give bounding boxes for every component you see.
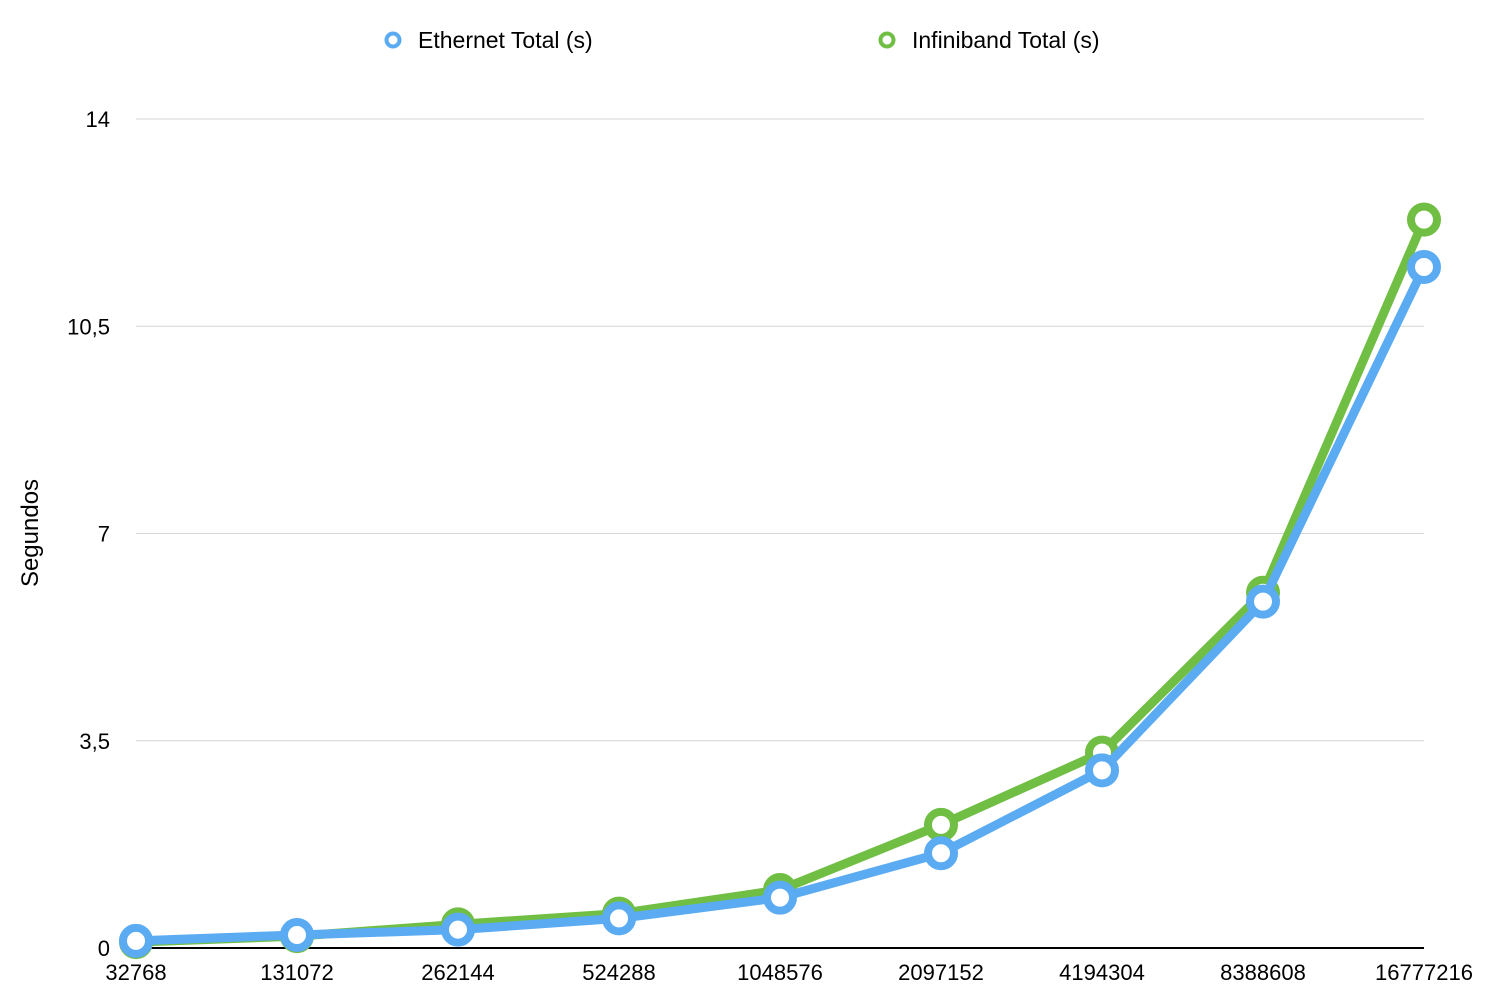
y-tick-label: 0: [98, 936, 110, 961]
x-tick-label: 524288: [582, 960, 655, 985]
data-point: [1407, 250, 1441, 285]
data-point: [924, 836, 958, 871]
data-point: [441, 912, 475, 947]
y-tick-label: 10,5: [67, 314, 110, 339]
legend-item: Ethernet Total (s): [384, 27, 593, 53]
data-point: [602, 901, 636, 936]
series-infiniband: [119, 202, 1441, 960]
x-tick-label: 262144: [421, 960, 494, 985]
data-point: [119, 923, 153, 958]
x-tick-label: 32768: [105, 960, 166, 985]
x-tick-label: 4194304: [1059, 960, 1145, 985]
data-point: [763, 880, 797, 915]
data-point: [280, 917, 314, 952]
data-point: [1085, 753, 1119, 788]
series-ethernet: [119, 250, 1441, 958]
y-tick-label: 14: [86, 107, 110, 132]
series-lines: [119, 202, 1441, 960]
legend: Ethernet Total (s) Infiniband Total (s): [384, 27, 1100, 53]
x-tick-label: 16777216: [1375, 960, 1473, 985]
data-point: [1407, 202, 1441, 237]
grid-lines: [136, 118, 1424, 742]
data-point: [1246, 584, 1280, 619]
legend-item: Infiniband Total (s): [878, 27, 1100, 53]
legend-label: Ethernet Total (s): [418, 27, 593, 53]
series-line: [131, 262, 1429, 946]
x-tick-label: 2097152: [898, 960, 984, 985]
legend-label: Infiniband Total (s): [912, 27, 1100, 53]
y-axis-tick-labels: 0 3,5 7 10,5 14: [67, 107, 110, 961]
x-tick-label: 1048576: [737, 960, 823, 985]
y-tick-label: 7: [98, 522, 110, 547]
y-tick-label: 3,5: [79, 729, 110, 754]
x-axis-tick-labels: 32768 131072 262144 524288 1048576 2097152 419…: [105, 960, 1473, 985]
x-tick-label: 131072: [260, 960, 333, 985]
x-tick-label: 8388608: [1220, 960, 1306, 985]
y-axis-title: Segundos: [17, 479, 44, 587]
legend-marker: [384, 31, 402, 49]
legend-marker: [878, 31, 896, 49]
series-line: [131, 215, 1429, 947]
data-point: [924, 807, 958, 842]
